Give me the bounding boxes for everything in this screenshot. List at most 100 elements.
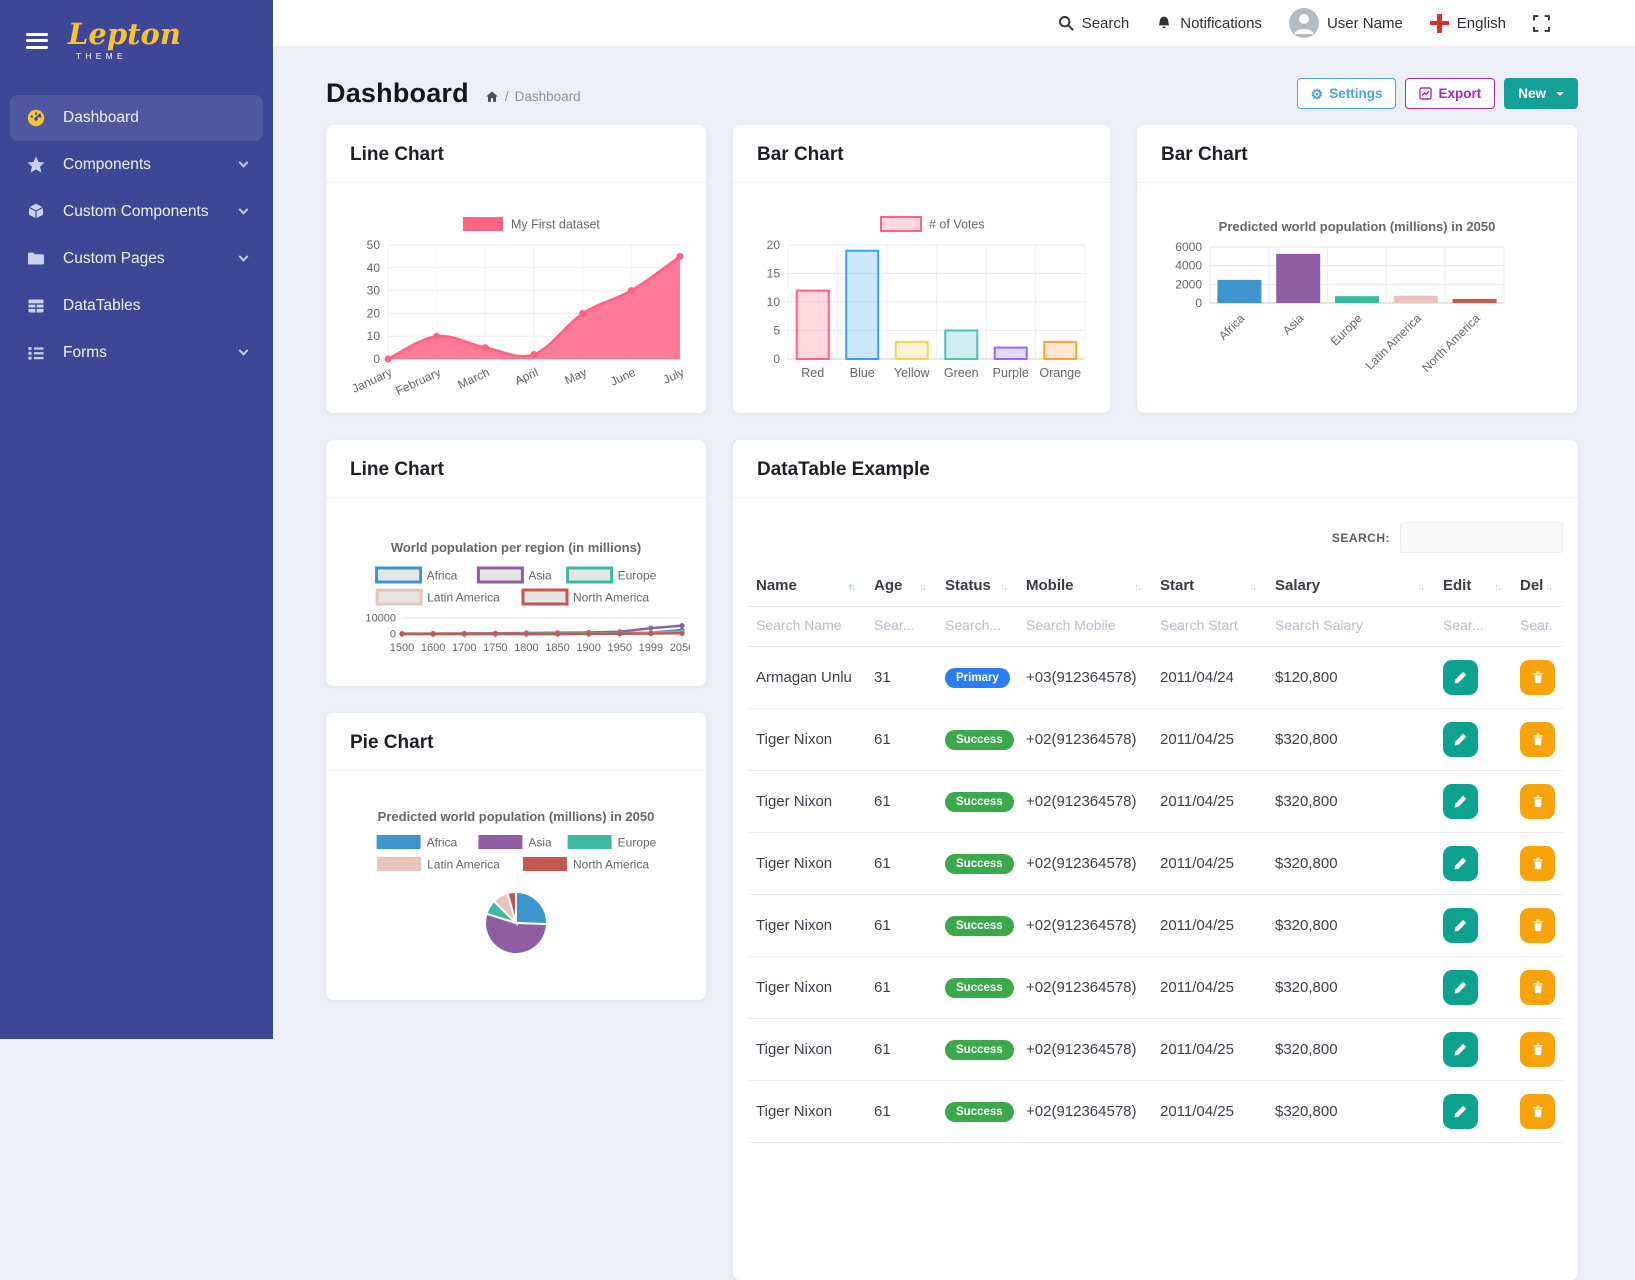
edit-button[interactable] [1443,1094,1478,1129]
chevron-down-icon [239,157,249,167]
column-header-del[interactable]: Del↑↓ [1512,565,1563,607]
sort-icons[interactable]: ↑↓ [848,577,854,594]
svg-text:January: January [350,365,395,396]
filter-input-mobile[interactable] [1026,617,1138,633]
edit-button[interactable] [1443,846,1478,881]
trash-icon [1531,670,1545,685]
filter-input-edit[interactable] [1443,617,1501,633]
pencil-icon [1453,1042,1468,1057]
delete-button[interactable] [1520,1094,1555,1129]
population-bar-chart-canvas: Predicted world population (millions) in… [1152,191,1562,403]
sidebar-item-custom-pages[interactable]: Custom Pages [10,236,263,282]
hamburger-menu-icon[interactable] [26,33,48,49]
datatable-search-input[interactable] [1400,522,1563,553]
sort-icons[interactable]: ↑↓ [1494,577,1500,594]
filter-input-del[interactable] [1520,617,1553,633]
topbar-user[interactable]: User Name [1289,8,1403,38]
sort-icons[interactable]: ↑↓ [1249,577,1255,594]
cell-status: Success [937,895,1018,957]
sort-icons[interactable]: ↑↓ [919,577,925,594]
cell-salary: $320,800 [1267,833,1435,895]
status-badge: Success [945,1102,1014,1122]
cell-mobile: +02(912364578) [1018,709,1152,771]
edit-button[interactable] [1443,660,1478,695]
sidebar-item-custom-components[interactable]: Custom Components [10,189,263,235]
fullscreen-toggle[interactable] [1533,15,1550,32]
export-button[interactable]: Export [1405,78,1495,109]
delete-button[interactable] [1520,846,1555,881]
brand-logo[interactable]: Lepton THEME [68,20,181,61]
svg-text:50: 50 [367,238,381,252]
delete-button[interactable] [1520,1032,1555,1067]
list-icon [26,343,46,363]
filter-input-salary[interactable] [1275,617,1419,633]
column-header-name[interactable]: Name↑↓ [748,565,866,607]
delete-button[interactable] [1520,722,1555,757]
sort-icons[interactable]: ↑↓ [1545,577,1551,594]
sort-icons[interactable]: ↑↓ [1134,577,1140,594]
cell-salary: $120,800 [1267,647,1435,709]
filter-input-start[interactable] [1160,617,1254,633]
edit-button[interactable] [1443,722,1478,757]
topbar-language[interactable]: English [1430,14,1506,33]
folder-icon [26,249,46,269]
column-header-salary[interactable]: Salary↑↓ [1267,565,1435,607]
delete-button[interactable] [1520,660,1555,695]
cell-status: Primary [937,647,1018,709]
edit-button[interactable] [1443,784,1478,819]
svg-text:1900: 1900 [576,642,600,654]
delete-button[interactable] [1520,908,1555,943]
svg-text:# of Votes: # of Votes [929,218,985,232]
sidebar-item-dashboard[interactable]: Dashboard [10,95,263,141]
sort-icons[interactable]: ↑↓ [1417,577,1423,594]
column-header-mobile[interactable]: Mobile↑↓ [1018,565,1152,607]
svg-text:Europe: Europe [618,836,657,850]
chevron-down-icon [239,345,249,355]
svg-text:Asia: Asia [1280,311,1307,338]
column-header-edit[interactable]: Edit↑↓ [1435,565,1512,607]
settings-button[interactable]: ⚙ Settings [1297,78,1397,109]
sidebar-item-forms[interactable]: Forms [10,330,263,376]
cell-name: Tiger Nixon [748,1081,866,1143]
filter-input-status[interactable] [945,617,1007,633]
edit-button[interactable] [1443,908,1478,943]
filter-input-age[interactable] [874,617,926,633]
cell-name: Tiger Nixon [748,895,866,957]
delete-button[interactable] [1520,970,1555,1005]
column-header-start[interactable]: Start↑↓ [1152,565,1267,607]
sidebar-item-label: Dashboard [63,109,139,127]
topbar-notifications[interactable]: Notifications [1156,15,1262,32]
sidebar: Lepton THEME Dashboard Components [0,0,273,1039]
pie-chart-canvas: Predicted world population (millions) in… [342,779,690,979]
new-button[interactable]: New [1504,78,1578,109]
filter-input-name[interactable] [756,617,853,633]
svg-text:0: 0 [373,352,380,366]
edit-button[interactable] [1443,1032,1478,1067]
sidebar-item-datatables[interactable]: DataTables [10,283,263,329]
home-icon[interactable] [485,90,499,104]
status-badge: Success [945,916,1014,936]
cell-status: Success [937,771,1018,833]
column-header-status[interactable]: Status↑↓ [937,565,1018,607]
svg-text:1950: 1950 [608,642,632,654]
svg-text:North America: North America [573,858,649,872]
sidebar-item-label: Components [63,156,151,174]
cell-status: Success [937,957,1018,1019]
svg-text:1600: 1600 [421,642,445,654]
column-header-age[interactable]: Age↑↓ [866,565,937,607]
svg-text:20: 20 [767,238,781,252]
delete-button[interactable] [1520,784,1555,819]
topbar-search[interactable]: Search [1058,15,1130,32]
gear-icon: ⚙ [1311,87,1324,101]
svg-text:30: 30 [367,284,381,298]
cell-salary: $320,800 [1267,1019,1435,1081]
edit-button[interactable] [1443,970,1478,1005]
cell-salary: $320,800 [1267,895,1435,957]
sidebar-item-components[interactable]: Components [10,142,263,188]
sort-icons[interactable]: ↑↓ [1000,577,1006,594]
